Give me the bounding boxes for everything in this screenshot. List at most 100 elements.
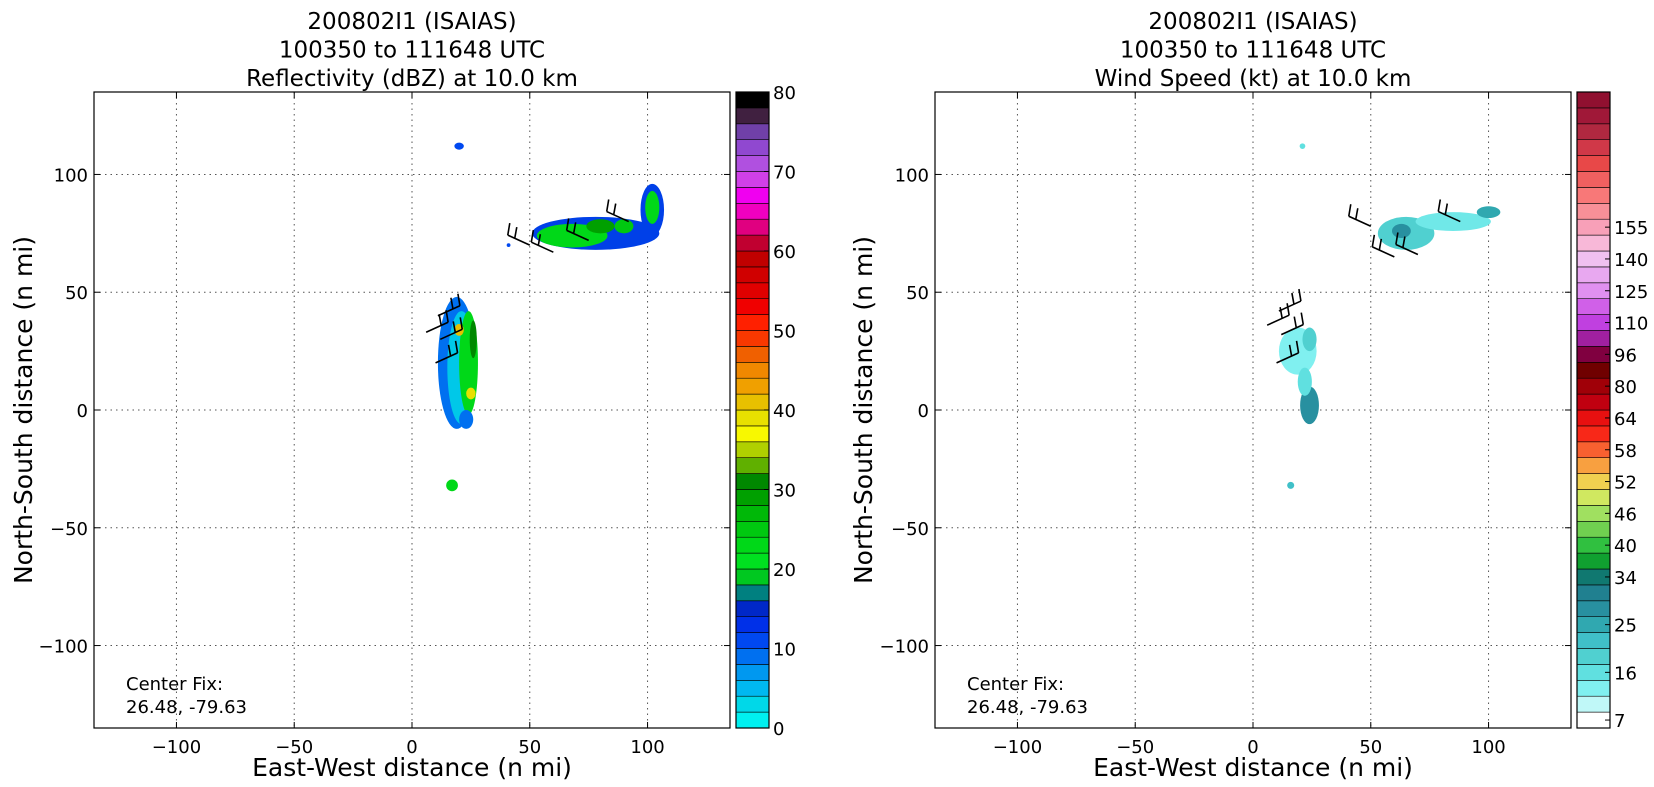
echo-blob <box>454 142 464 150</box>
y-tick-label: −50 <box>891 519 929 540</box>
echo-blob <box>469 320 477 359</box>
wind-barb <box>439 317 464 341</box>
colorbar-tick-label: 110 <box>1614 314 1648 335</box>
colorbar-segment <box>735 632 770 649</box>
x-axis-label: East-West distance (n mi) <box>252 753 572 782</box>
x-tick-label: 100 <box>630 737 664 758</box>
y-axis-label: North-South distance (n mi) <box>9 236 38 584</box>
wind-barb <box>1280 312 1305 336</box>
colorbar-tick-label: 64 <box>1614 409 1637 430</box>
x-tick-label: 0 <box>406 737 417 758</box>
x-tick-label: 100 <box>1471 737 1505 758</box>
colorbar-segment <box>1576 393 1611 411</box>
plot-frame <box>93 91 731 729</box>
colorbar-tick-label: 25 <box>1614 616 1637 637</box>
wind-barb-flag <box>1291 292 1295 305</box>
colorbar-segment <box>1576 203 1611 220</box>
colorbar-segment <box>735 218 770 236</box>
wind-barb-flag <box>1279 307 1283 319</box>
colorbar-segment <box>735 552 770 570</box>
wind-barb-shaft <box>1280 323 1304 336</box>
colorbar-tick-label: 50 <box>773 322 796 343</box>
colorbar-segment <box>735 457 770 474</box>
chart-title-line: Reflectivity (dBZ) at 10.0 km <box>246 66 578 92</box>
wind-barb-flag <box>1293 316 1298 328</box>
colorbar-segment <box>735 536 770 554</box>
echo-region-center-band <box>437 296 478 429</box>
colorbar-segment <box>1576 123 1611 141</box>
colorbar-tick-label: 40 <box>1614 536 1637 557</box>
colorbar-segment <box>735 393 770 411</box>
echo-region-small-cells <box>446 142 511 492</box>
wind-barb <box>1266 303 1290 326</box>
wind-barb <box>437 293 461 317</box>
colorbar-segment <box>735 187 770 204</box>
colorbar-segment <box>735 330 770 347</box>
colorbar-tick-label: 0 <box>773 719 784 740</box>
echo-blob <box>506 243 511 247</box>
colorbar-tick-label: 60 <box>773 242 796 263</box>
echo-blob <box>1297 367 1312 396</box>
echo-blob <box>1391 223 1411 239</box>
colorbar-tick-label: 30 <box>773 481 796 502</box>
x-axis-label: East-West distance (n mi) <box>1093 753 1413 782</box>
colorbar-segment <box>1576 266 1611 284</box>
x-tick-label: −100 <box>152 737 201 758</box>
y-tick-label: 50 <box>65 283 88 304</box>
wind-barb-flag <box>1295 340 1300 354</box>
wind-barb-shaft <box>507 234 531 246</box>
colorbar-segment <box>1576 107 1611 125</box>
wind-barb-shaft <box>1395 243 1419 256</box>
colorbar-segment <box>735 139 770 156</box>
x-tick-label: 0 <box>1247 737 1258 758</box>
colorbar-segment <box>735 505 770 522</box>
wind-barb-shaft <box>531 241 554 253</box>
wind-barb <box>1276 340 1300 364</box>
colorbar-tick-label: 140 <box>1614 250 1648 271</box>
echo-region-north-cluster <box>1377 206 1501 250</box>
colorbar-segment <box>1576 679 1611 697</box>
colorbar-segment <box>1576 187 1611 204</box>
center-fix-annotation: 26.48, -79.63 <box>126 697 247 718</box>
colorbar-tick-label: 7 <box>1614 711 1625 732</box>
colorbar-tick-label: 52 <box>1614 473 1637 494</box>
echo-blob <box>645 190 660 224</box>
wind-barb-flag <box>1347 204 1352 217</box>
echo-blob <box>1299 143 1306 150</box>
center-fix-annotation: Center Fix: <box>967 674 1064 695</box>
colorbar-tick-label: 58 <box>1614 441 1637 462</box>
wind-barb-flag <box>537 234 542 246</box>
x-tick-label: 50 <box>1359 737 1382 758</box>
colorbar-segment <box>1576 91 1611 109</box>
wind-barb-shaft <box>1276 352 1299 364</box>
center-fix-annotation: Center Fix: <box>126 674 223 695</box>
echo-blob <box>614 219 634 234</box>
colorbar-segment <box>735 250 770 268</box>
wind-barb-flag <box>530 230 535 243</box>
colorbar-segment <box>1576 648 1611 665</box>
plot-frame <box>934 91 1572 729</box>
wind-barb-flag <box>605 199 610 212</box>
wind-barb-flag <box>447 344 452 357</box>
colorbar-segment <box>735 520 770 538</box>
wind-barb-flag <box>1354 208 1359 220</box>
y-axis-label: North-South distance (n mi) <box>849 236 878 584</box>
colorbar-tick-label: 46 <box>1614 504 1637 525</box>
wind-barb-shaft <box>437 305 461 317</box>
wind-barb-shaft <box>435 352 458 364</box>
colorbar-segment <box>735 377 770 395</box>
wind-barb <box>506 222 531 246</box>
wind-barb-flag <box>1395 232 1399 245</box>
wind-barb-shaft <box>1437 210 1461 223</box>
colorbar-segment <box>735 282 770 299</box>
wind-barb-flag <box>1378 238 1383 251</box>
colorbar-segment <box>1576 584 1611 602</box>
wind-barb-flag <box>1444 203 1449 215</box>
colorbar-segment <box>735 711 770 729</box>
y-tick-label: 50 <box>906 283 929 304</box>
wind-barb-flag <box>445 310 449 323</box>
colorbar-segment <box>1576 361 1611 379</box>
colorbar-segment <box>735 155 770 172</box>
wind-barb-flag <box>1402 236 1406 248</box>
colorbar-segment <box>1576 234 1611 252</box>
